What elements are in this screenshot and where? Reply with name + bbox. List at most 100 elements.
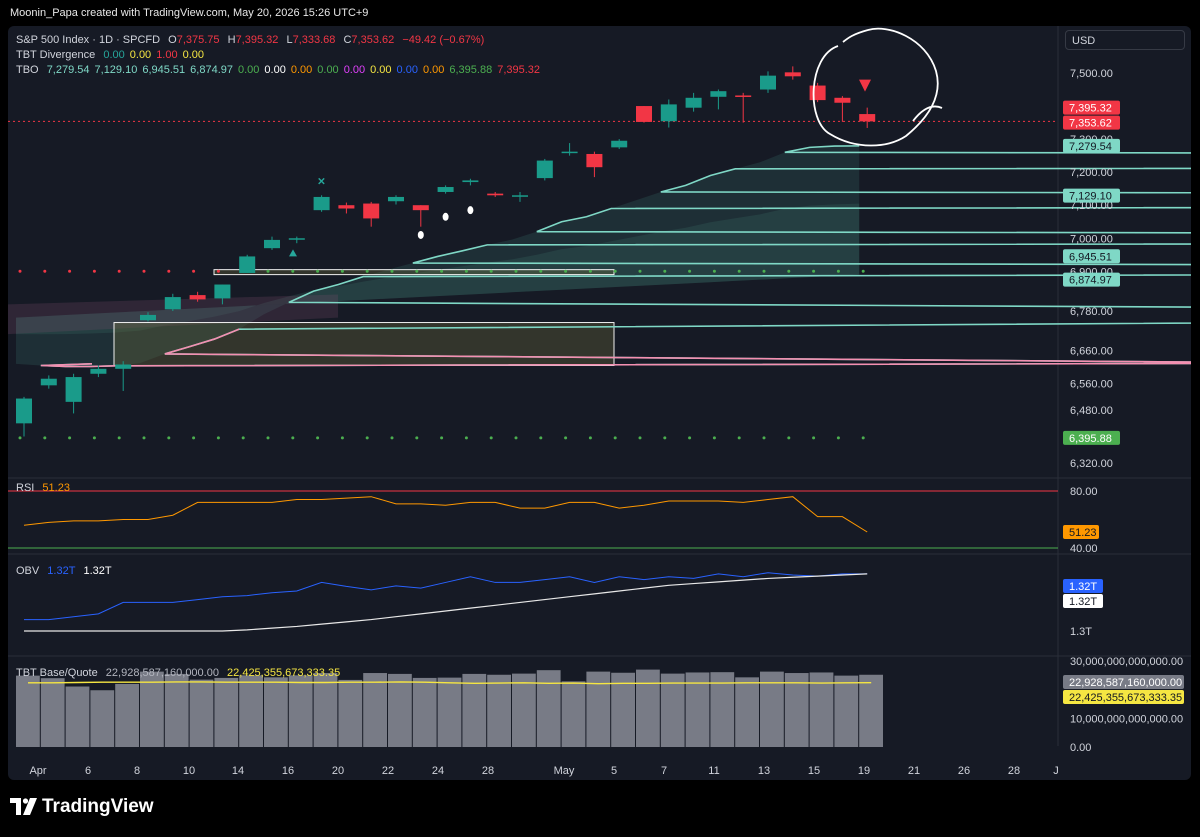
volume-bar — [462, 673, 487, 747]
support-dot — [43, 436, 47, 440]
level-dot — [638, 269, 642, 273]
price-tick-label: 7,100.00 — [1070, 200, 1113, 212]
candle-body — [115, 364, 132, 369]
level-dot — [68, 269, 72, 273]
level-zone-box — [213, 269, 615, 276]
tradingview-logo[interactable]: TradingView — [10, 796, 154, 818]
level-dot — [489, 269, 493, 273]
support-dot — [440, 436, 444, 440]
price-tag-label: 7,395.32 — [1069, 103, 1112, 115]
candle-body — [859, 114, 876, 122]
candle-body — [214, 284, 231, 299]
rsi-tick-label: 80.00 — [1070, 486, 1098, 498]
legend-obv-v2: 1.32T — [83, 565, 112, 577]
volume-bar — [487, 674, 511, 747]
volume-bar — [115, 683, 139, 747]
sell-signal-triangle — [859, 79, 871, 92]
price-tag-label: 7,279.54 — [1069, 141, 1112, 153]
obv-line — [24, 572, 868, 621]
candle-body — [809, 85, 826, 101]
support-dot — [291, 436, 295, 440]
currency-button[interactable]: USD — [1065, 30, 1185, 50]
legend-tbo: TBO 7,279.54 7,129.10 6,945.51 6,874.97 0.00… — [16, 64, 550, 76]
x-tick-label: 10 — [183, 765, 195, 777]
volume-bar — [685, 672, 710, 747]
legend-div-name: TBT Divergence — [16, 49, 96, 61]
level-dot — [787, 269, 791, 273]
legend-tbo-value: 0.00 — [370, 64, 392, 76]
candle-body — [189, 295, 206, 300]
legend-tbo-value: 0.00 — [264, 64, 286, 76]
level-dot — [539, 269, 543, 273]
candle-body — [239, 256, 256, 273]
level-dot — [688, 269, 692, 273]
level-dot — [564, 269, 568, 273]
legend-l-label: L — [286, 34, 293, 46]
volume-bar — [611, 672, 635, 747]
level-dot — [737, 269, 741, 273]
level-dot — [390, 269, 394, 273]
support-dot — [142, 436, 146, 440]
volume-bar — [735, 677, 759, 747]
support-dot — [787, 436, 791, 440]
obv-tag-label: 1.32T — [1069, 581, 1097, 593]
price-tick-label: 7,000.00 — [1070, 233, 1113, 245]
footer — [0, 780, 1200, 837]
candle-body — [16, 398, 32, 424]
quote-tag-label: 22,425,355,673,333.35 — [1069, 692, 1182, 704]
x-tick-label: 14 — [232, 765, 244, 777]
price-tick-label: 6,560.00 — [1070, 379, 1113, 391]
divergence-marker — [467, 206, 474, 215]
support-dot — [92, 436, 96, 440]
legend-div-value: 0.00 — [182, 49, 205, 61]
legend-base-quote: TBT Base/Quote 22,928,587,160,000.00 22,… — [16, 667, 345, 679]
legend-bq-v1: 22,928,587,160,000.00 — [105, 667, 219, 679]
level-dot — [216, 269, 220, 273]
candle-body — [660, 104, 677, 122]
support-dot — [167, 436, 171, 440]
level-dot — [762, 269, 766, 273]
legend-h-label: H — [227, 34, 236, 46]
candle-body — [735, 95, 752, 97]
volume-bar — [636, 669, 660, 747]
rsi-line — [23, 496, 868, 533]
legend-tbo-value: 0.00 — [343, 64, 366, 76]
obv-tag — [1063, 579, 1103, 593]
x-tick-label: 6 — [85, 765, 91, 777]
level-dot — [266, 269, 270, 273]
candle-body — [834, 97, 851, 103]
volume-bar — [313, 673, 338, 747]
price-tick-label: 7,500.00 — [1070, 68, 1113, 80]
support-dot — [514, 436, 518, 440]
support-dot — [836, 436, 840, 440]
candle-body — [288, 238, 305, 240]
price-tag — [1063, 272, 1120, 287]
volume-bar — [189, 679, 214, 747]
x-tick-label: J — [1053, 765, 1059, 777]
volume-bar — [388, 673, 412, 747]
support-dot — [861, 436, 865, 440]
x-tick-label: 15 — [808, 765, 820, 777]
support-dot — [762, 436, 766, 440]
legend-close: 7,353.62 — [351, 34, 395, 46]
support-dot — [812, 436, 816, 440]
support-dot — [688, 436, 692, 440]
legend-rsi-value: 51.23 — [42, 482, 70, 494]
level-dot — [464, 269, 468, 273]
legend-divergence: TBT Divergence 0.00 0.00 1.00 0.00 — [16, 49, 214, 61]
volume-bar — [65, 686, 90, 747]
legend-c-label: C — [343, 34, 352, 46]
x-tick-label: 26 — [958, 765, 970, 777]
legend-high: 7,395.32 — [235, 34, 279, 46]
support-dot — [489, 436, 493, 440]
level-dot — [613, 269, 617, 273]
rsi-tag-label: 51.23 — [1069, 527, 1097, 539]
chart-area[interactable]: × 7,500.007,300.007,200.007,100.007,000.… — [8, 26, 1191, 780]
legend-bq-name: TBT Base/Quote — [16, 667, 98, 679]
support-dot — [365, 436, 369, 440]
x-tick-label: 11 — [708, 765, 719, 777]
divergence-marker — [442, 212, 449, 221]
level-dot — [712, 269, 716, 273]
buy-signal-triangle — [289, 249, 297, 257]
volume-bar — [239, 675, 263, 747]
